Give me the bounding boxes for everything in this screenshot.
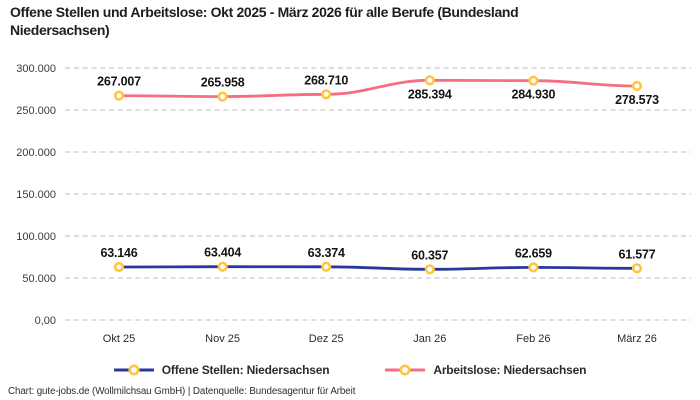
legend-label: Arbeitslose: Niedersachsen <box>433 363 587 377</box>
data-point-marker[interactable] <box>113 261 125 273</box>
chart-legend: Offene Stellen: Niedersachsen Arbeitslose… <box>0 360 700 380</box>
chart-title: Offene Stellen und Arbeitslose: Okt 2025… <box>10 4 519 39</box>
data-point-label: 268.710 <box>304 73 348 87</box>
data-point-marker[interactable] <box>631 80 643 92</box>
x-axis-tick-label: Feb 26 <box>516 333 550 345</box>
data-point-label: 61.577 <box>618 247 655 261</box>
y-axis-tick-label: 300.000 <box>16 63 56 75</box>
data-point-label: 63.374 <box>308 246 345 260</box>
data-point-marker[interactable] <box>528 262 539 273</box>
legend-item[interactable]: Arbeitslose: Niedersachsen <box>385 363 586 377</box>
line-chart: 300.000 250.000 200.000 150.000 100.000 50.00… <box>16 63 691 345</box>
data-point-label: 60.357 <box>411 248 448 262</box>
data-point-label: 285.394 <box>408 87 452 101</box>
data-point-marker[interactable] <box>424 264 435 275</box>
y-axis-tick-label: 150.000 <box>16 189 56 201</box>
legend-label: Offene Stellen: Niedersachsen <box>161 363 330 377</box>
data-point-marker[interactable] <box>113 90 125 101</box>
y-axis-tick-label: 250.000 <box>16 105 56 117</box>
data-point-label: 284.930 <box>512 88 556 102</box>
series-line <box>117 78 639 99</box>
x-axis-tick-label: Okt 25 <box>103 333 135 345</box>
y-axis-tick-label: 0,00 <box>35 315 56 327</box>
data-point-label: 63.404 <box>204 246 241 260</box>
data-point-marker[interactable] <box>424 75 435 86</box>
x-axis-tick-label: März 26 <box>617 333 657 345</box>
attribution: Chart: gute-jobs.de (Wollmilchsau GmbH) … <box>8 386 356 397</box>
series-line <box>117 265 639 271</box>
data-point-marker[interactable] <box>217 261 228 272</box>
y-axis-tick-label: 50.000 <box>22 273 56 285</box>
legend-line-marker-icon <box>113 364 154 376</box>
legend-item[interactable]: Offene Stellen: Niedersachsen <box>113 363 330 377</box>
x-axis-tick-label: Jan 26 <box>413 333 446 345</box>
data-point-marker[interactable] <box>631 263 643 274</box>
y-axis-tick-label: 100.000 <box>16 231 56 243</box>
data-point-label: 267.007 <box>97 75 141 89</box>
data-point-marker[interactable] <box>217 91 228 102</box>
data-point-label: 265.958 <box>201 76 245 90</box>
x-axis-tick-label: Nov 25 <box>205 333 240 345</box>
legend-line-marker-icon <box>385 364 426 376</box>
data-point-label: 62.659 <box>515 246 552 260</box>
data-point-label: 63.146 <box>100 246 137 260</box>
data-point-marker[interactable] <box>528 75 539 86</box>
data-point-label: 278.573 <box>615 93 659 107</box>
data-point-marker[interactable] <box>321 89 332 100</box>
data-point-marker[interactable] <box>321 261 332 272</box>
y-axis-tick-label: 200.000 <box>16 147 56 159</box>
x-axis-tick-label: Dez 25 <box>309 333 344 345</box>
